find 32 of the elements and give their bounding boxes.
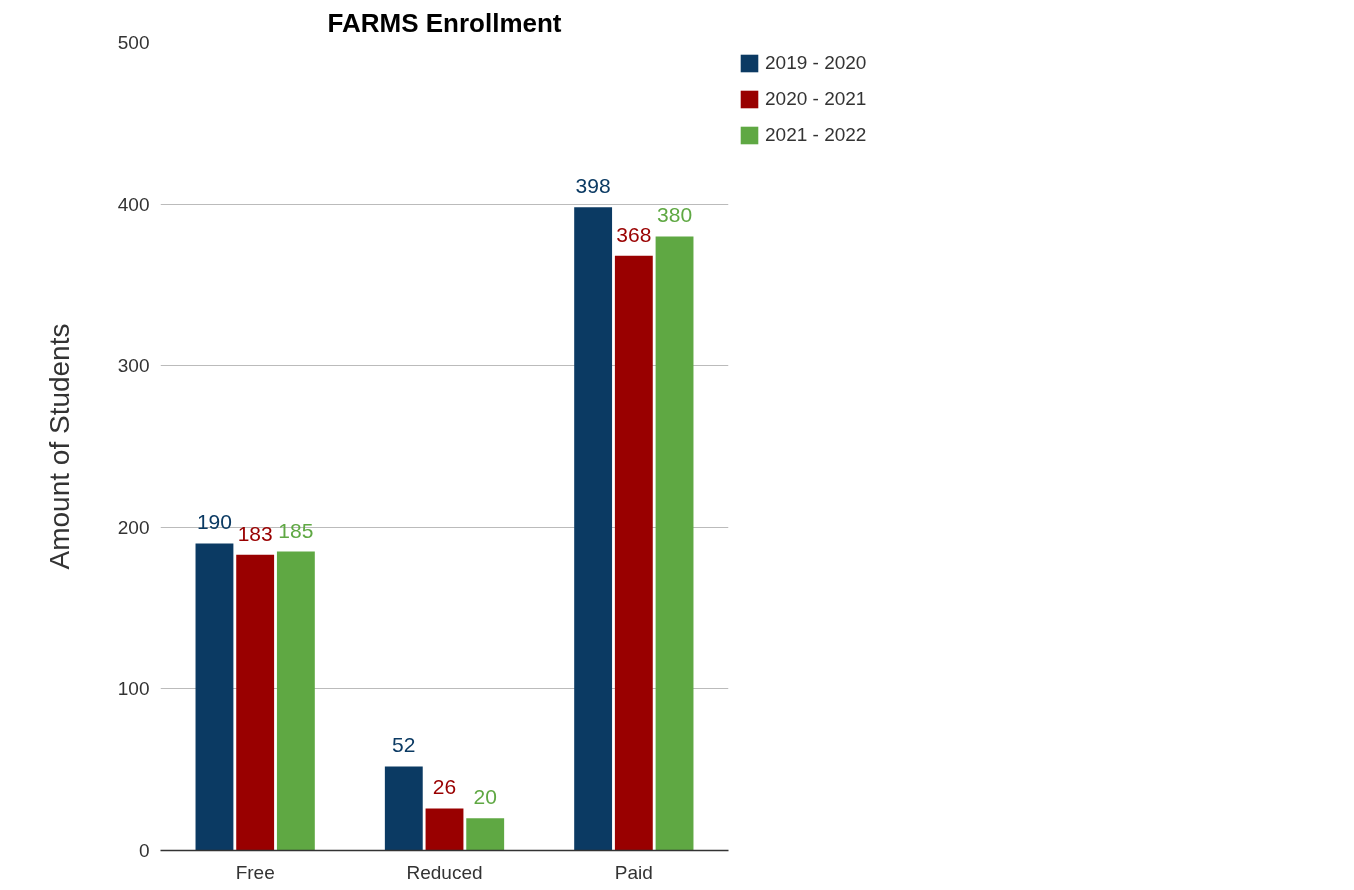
bar bbox=[276, 551, 315, 851]
data-label: 190 bbox=[196, 510, 232, 534]
bar bbox=[614, 255, 653, 851]
data-label: 398 bbox=[575, 174, 611, 198]
bar bbox=[425, 808, 464, 851]
bar bbox=[236, 554, 275, 851]
data-label: 183 bbox=[237, 521, 273, 545]
data-label: 185 bbox=[278, 518, 314, 542]
data-label: 52 bbox=[392, 733, 416, 757]
y-tick-label: 400 bbox=[117, 193, 150, 215]
bar bbox=[655, 236, 694, 851]
bar bbox=[384, 766, 423, 851]
data-label: 26 bbox=[432, 775, 457, 799]
bar bbox=[574, 207, 613, 851]
y-tick-label: 500 bbox=[117, 32, 150, 53]
data-label: 368 bbox=[616, 222, 652, 246]
legend-label: 2020 - 2021 bbox=[765, 88, 867, 110]
bar bbox=[466, 818, 505, 851]
y-tick-label: 0 bbox=[138, 840, 150, 861]
data-label: 380 bbox=[657, 203, 693, 227]
legend-label: 2019 - 2020 bbox=[765, 52, 867, 74]
x-tick-label: Reduced bbox=[406, 861, 483, 883]
y-axis-title: Amount of Students bbox=[43, 323, 75, 570]
y-tick-label: 300 bbox=[117, 355, 150, 377]
y-tick-label: 100 bbox=[117, 678, 150, 700]
legend-label: 2021 - 2022 bbox=[765, 124, 867, 146]
data-label: 20 bbox=[473, 785, 497, 809]
y-tick-label: 200 bbox=[117, 516, 150, 538]
chart-title: FARMS Enrollment bbox=[327, 7, 562, 38]
x-tick-label: Free bbox=[235, 861, 275, 883]
x-tick-label: Paid bbox=[614, 861, 653, 883]
bar bbox=[195, 543, 234, 851]
